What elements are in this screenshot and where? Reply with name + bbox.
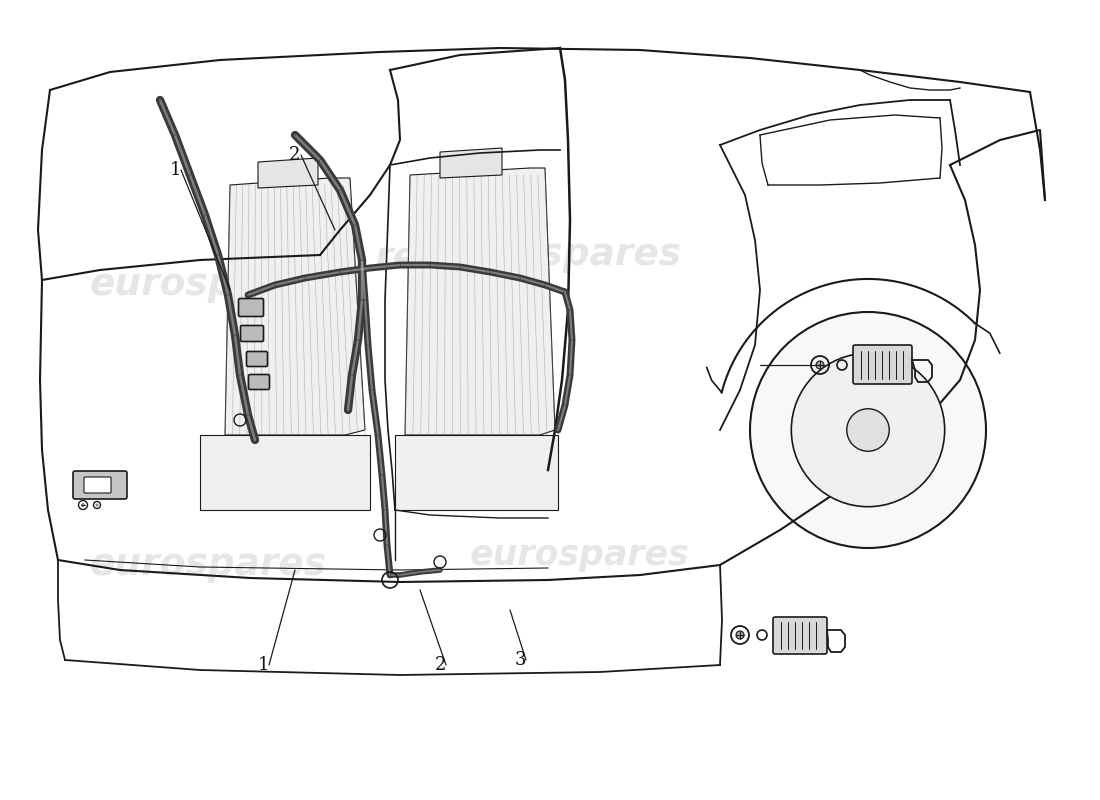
Circle shape	[81, 503, 85, 507]
Circle shape	[791, 354, 945, 506]
FancyBboxPatch shape	[773, 617, 827, 654]
Text: eurospares: eurospares	[90, 547, 327, 583]
Circle shape	[847, 409, 889, 451]
FancyBboxPatch shape	[246, 351, 267, 366]
Text: 2: 2	[289, 146, 300, 164]
Polygon shape	[405, 168, 556, 435]
Text: eurospares: eurospares	[470, 538, 690, 572]
FancyBboxPatch shape	[84, 477, 111, 493]
Text: 1: 1	[169, 161, 180, 179]
Polygon shape	[200, 435, 370, 510]
FancyBboxPatch shape	[73, 471, 126, 499]
Circle shape	[96, 503, 99, 506]
Text: 2: 2	[434, 656, 446, 674]
Text: 3: 3	[515, 651, 526, 669]
Circle shape	[736, 631, 744, 639]
Polygon shape	[258, 158, 318, 188]
Polygon shape	[395, 435, 558, 510]
Polygon shape	[440, 148, 502, 178]
Circle shape	[750, 312, 986, 548]
Circle shape	[816, 361, 824, 369]
Text: res: res	[375, 242, 441, 278]
FancyBboxPatch shape	[852, 345, 912, 384]
FancyBboxPatch shape	[241, 326, 264, 342]
Text: eurospa: eurospa	[90, 267, 261, 303]
FancyBboxPatch shape	[239, 298, 264, 317]
Text: 1: 1	[257, 656, 268, 674]
Polygon shape	[226, 178, 365, 435]
Text: eurospares: eurospares	[446, 237, 682, 273]
FancyBboxPatch shape	[249, 374, 270, 390]
